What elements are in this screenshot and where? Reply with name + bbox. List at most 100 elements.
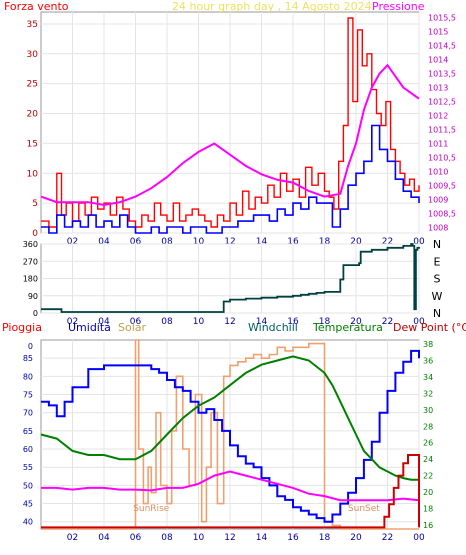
right-tick-label: 1009 — [428, 195, 448, 204]
grid — [41, 243, 420, 314]
x-tick-label: 14 — [256, 237, 268, 247]
compass-label: E — [434, 255, 441, 268]
left-tick-label: 75 — [23, 391, 33, 400]
x-tick-label: 06 — [130, 533, 142, 543]
x-tick-label: 02 — [67, 533, 78, 543]
right-tick-label: 1013,5 — [428, 70, 456, 79]
right-tick-label: 1009,5 — [428, 181, 456, 190]
left-tick-label: 0 — [33, 309, 38, 318]
left-tick-label: 55 — [23, 463, 33, 472]
solar-line — [41, 339, 419, 530]
x-tick-label: 06 — [130, 237, 142, 247]
sunset-annotation: SunSet — [348, 504, 380, 514]
x-tick-label: 18 — [319, 237, 331, 247]
x-tick-label: 22 — [382, 533, 393, 543]
right-tick-label: 1012 — [428, 112, 448, 121]
left-tick-label: 0 — [28, 342, 33, 351]
x-tick-label: 12 — [224, 533, 235, 543]
grid — [41, 340, 420, 529]
x-tick-label: 00 — [413, 317, 425, 327]
temperature-line — [40, 355, 419, 481]
left-tick-label: 45 — [23, 500, 33, 509]
left-tick-label: 15 — [27, 139, 38, 149]
right-tick-label: 1011,5 — [428, 125, 456, 134]
x-tick-label: 08 — [161, 317, 173, 327]
chart-title: 24 hour graph day , 14 Agosto 2024 — [172, 0, 372, 13]
x-tick-label: 12 — [224, 237, 235, 247]
x-tick-label: 08 — [161, 237, 173, 247]
x-tick-label: 10 — [193, 533, 205, 543]
x-tick-label: 00 — [413, 237, 425, 247]
right-tick-label: 22 — [423, 472, 433, 481]
left-tick-label: 0 — [32, 229, 38, 239]
wind-direction-chart: 02 04 06 08 10 12 14 16 18 20 22 00090180270360NWSE… — [23, 238, 443, 327]
compass-label: W — [432, 290, 443, 303]
left-tick-label: 80 — [23, 372, 33, 381]
labels-layer: 02 04 06 08 10 12 14 16 18 20 22 000404550556065707… — [23, 340, 433, 543]
right-tick-label: 28 — [423, 422, 433, 431]
x-tick-label: 20 — [350, 533, 362, 543]
legend-windchill: Windchill — [248, 321, 298, 334]
left-tick-label: 35 — [27, 20, 38, 30]
right-tick-label: 20 — [423, 488, 433, 497]
wind-pressure-chart: 02 04 06 08 10 12 14 16 18 20 22 000510152025303510… — [4, 0, 456, 247]
x-tick-label: 16 — [287, 237, 299, 247]
dew-point-line — [41, 470, 420, 502]
wind-direction-line — [41, 243, 420, 313]
right-tick-label: 1014 — [428, 56, 448, 65]
right-tick-label: 30 — [423, 406, 433, 415]
left-tick-label: 180 — [23, 275, 38, 284]
right-tick-label: 1008,5 — [428, 209, 456, 218]
x-tick-label: 08 — [161, 533, 173, 543]
humidity-line — [41, 349, 420, 523]
right-tick-label: 1012,5 — [428, 98, 456, 107]
series-layer — [41, 243, 420, 313]
x-tick-label: 10 — [193, 237, 205, 247]
right-tick-label: 24 — [423, 455, 433, 464]
x-tick-label: 18 — [319, 317, 331, 327]
left-tick-label: 85 — [23, 354, 33, 363]
x-tick-label: 18 — [319, 533, 331, 543]
legend-umidita: Umidita — [68, 321, 111, 334]
left-tick-label: 30 — [27, 50, 39, 60]
series-layer — [40, 339, 420, 530]
legend-dew-point: Dew Point (°C) — [393, 321, 466, 334]
legend-solar: Solar — [118, 321, 147, 334]
left-tick-label: 20 — [27, 110, 39, 120]
right-tick-label: 34 — [423, 373, 433, 382]
compass-label: N — [433, 238, 441, 251]
left-tick-label: 10 — [27, 169, 39, 179]
x-tick-label: 14 — [256, 317, 268, 327]
right-tick-label: 32 — [423, 389, 433, 398]
left-tick-label: 5 — [32, 199, 38, 209]
grid — [41, 12, 420, 234]
compass-label: N — [433, 307, 441, 320]
sunrise-annotation: SunRise — [133, 504, 170, 514]
x-tick-label: 22 — [382, 317, 393, 327]
x-tick-label: 14 — [256, 533, 268, 543]
right-axis-label: Pressione — [372, 0, 425, 13]
wind-gust-line — [41, 124, 420, 234]
left-tick-label: 50 — [23, 481, 33, 490]
x-tick-label: 10 — [193, 317, 205, 327]
right-tick-label: 1015,5 — [428, 14, 456, 23]
compass-label: S — [434, 273, 441, 286]
humidity-temperature-chart: 02 04 06 08 10 12 14 16 18 20 22 000404550556065707… — [2, 321, 466, 543]
right-tick-label: 1010,5 — [428, 153, 456, 162]
x-tick-label: 06 — [130, 317, 142, 327]
x-tick-label: 00 — [413, 533, 425, 543]
right-tick-label: 1015 — [428, 28, 448, 37]
left-tick-label: 40 — [23, 518, 33, 527]
x-tick-label: 02 — [67, 317, 78, 327]
x-tick-label: 04 — [98, 237, 110, 247]
left-tick-label: 70 — [23, 409, 33, 418]
legend-temperatura: Temperatura — [312, 321, 383, 334]
labels-layer: 02 04 06 08 10 12 14 16 18 20 22 000510152025303510… — [27, 14, 456, 247]
x-tick-label: 20 — [350, 237, 362, 247]
right-tick-label: 36 — [423, 357, 433, 366]
x-tick-label: 16 — [287, 533, 299, 543]
right-tick-label: 1010 — [428, 167, 448, 176]
x-tick-label: 04 — [98, 533, 110, 543]
